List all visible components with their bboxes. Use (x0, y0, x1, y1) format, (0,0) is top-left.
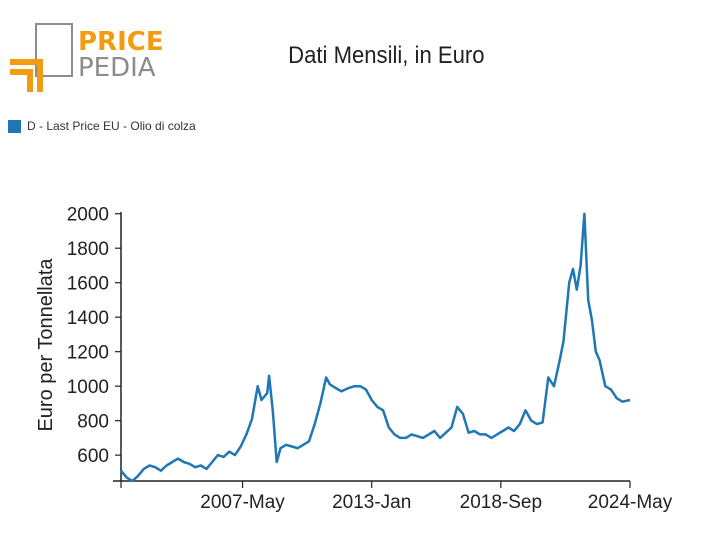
x-tick-label: 2007-May (200, 492, 285, 513)
logo-word-pedia: PEDIA (78, 53, 156, 83)
legend-swatch (8, 119, 21, 133)
y-tick-label: 1000 (67, 377, 109, 398)
y-tick-label: 2000 (67, 205, 109, 226)
x-axis: 2007-May 2013-Jan 2018-Sep 2024-May (113, 480, 673, 513)
logo-mark-orange (10, 59, 43, 92)
legend-label: D - Last Price EU - Olio di colza (27, 119, 196, 133)
logo-word-price: PRICE (78, 27, 164, 57)
legend[interactable]: D - Last Price EU - Olio di colza (8, 119, 196, 133)
y-tick-label: 1400 (67, 308, 109, 329)
x-tick-label: 2018-Sep (460, 492, 542, 513)
y-tick-label: 1600 (67, 274, 109, 295)
y-tick-label: 800 (77, 412, 109, 433)
series-line-olio-di-colza (120, 212, 631, 483)
y-tick-label: 1800 (67, 239, 109, 260)
x-tick-label: 2013-Jan (332, 492, 411, 513)
plot-series (120, 212, 631, 483)
y-tick-label: 600 (77, 446, 109, 467)
y-axis: 600 800 1000 1200 1400 1600 1800 2000 (67, 205, 122, 481)
y-tick-label: 1200 (67, 343, 109, 364)
logo-mark-gray (35, 23, 73, 77)
x-tick-label: 2024-May (588, 492, 673, 513)
chart-title: Dati Mensili, in Euro (288, 42, 485, 69)
y-axis-title: Euro per Tonnellata (35, 258, 57, 432)
pricepedia-logo: PRICE PEDIA (10, 23, 164, 92)
